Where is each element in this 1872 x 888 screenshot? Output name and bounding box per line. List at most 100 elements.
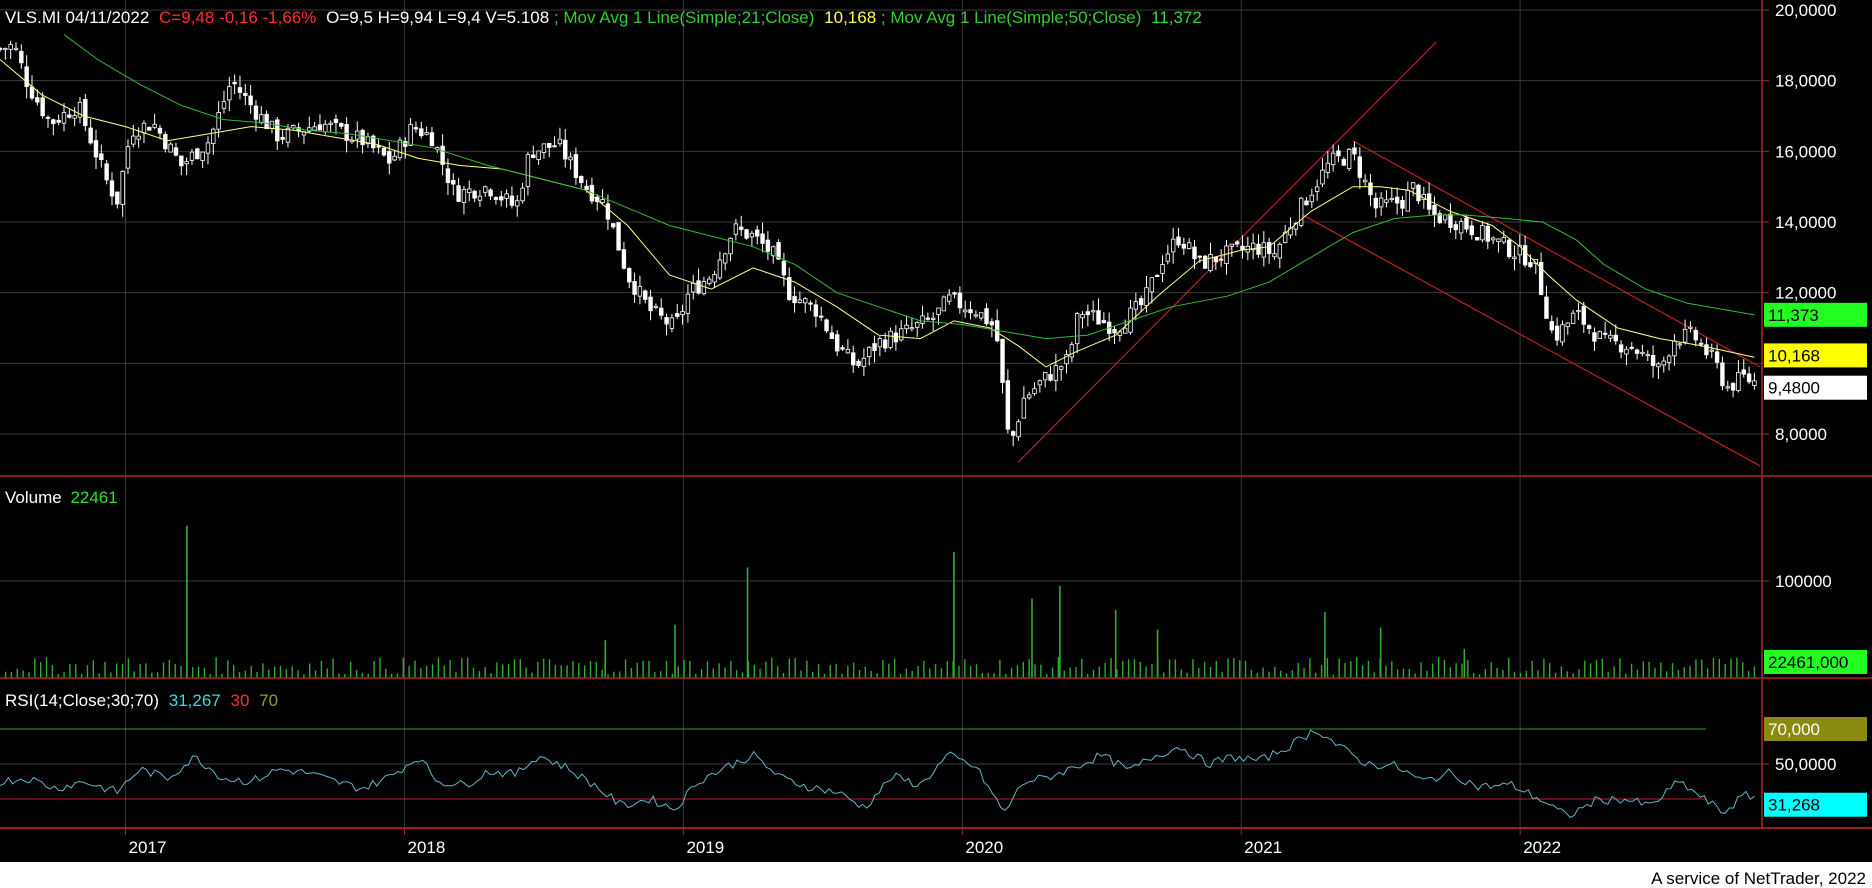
candle-body bbox=[1112, 328, 1117, 334]
candle-body bbox=[541, 143, 547, 153]
candle-body bbox=[1170, 238, 1176, 253]
candle-body bbox=[1634, 349, 1640, 354]
candle-body bbox=[936, 307, 941, 315]
candle-body bbox=[136, 135, 141, 140]
candle-body bbox=[915, 322, 920, 328]
candle-body bbox=[275, 119, 280, 142]
candle-body bbox=[147, 126, 152, 131]
rsi-tick-label: 50,0000 bbox=[1775, 755, 1836, 774]
candle-body bbox=[1069, 344, 1075, 358]
candle-body bbox=[1250, 242, 1256, 251]
candle-body bbox=[1592, 332, 1597, 342]
candle-body bbox=[493, 197, 499, 200]
candle-body bbox=[445, 168, 451, 184]
candle-body bbox=[659, 307, 664, 316]
candle-body bbox=[909, 327, 915, 330]
candle-body bbox=[856, 360, 861, 367]
candle-body bbox=[893, 332, 899, 343]
candle-body bbox=[24, 66, 29, 87]
candle-body bbox=[1048, 374, 1053, 381]
candle-body bbox=[1160, 264, 1165, 274]
candle-body bbox=[429, 132, 435, 147]
candle-body bbox=[1074, 313, 1080, 345]
candle-body bbox=[531, 154, 536, 158]
candle-body bbox=[1746, 373, 1752, 383]
candle-body bbox=[691, 282, 696, 293]
candle-body bbox=[253, 105, 259, 120]
candle-body bbox=[845, 348, 851, 354]
candle-body bbox=[739, 226, 744, 230]
rsi-legend: RSI(14;Close;30;70) 31,267 30 70 bbox=[5, 691, 278, 710]
candle-body bbox=[1512, 256, 1517, 259]
candle-body bbox=[403, 141, 408, 147]
candle-body bbox=[1501, 237, 1506, 243]
y-tick-label: 8,0000 bbox=[1775, 425, 1827, 444]
candle-body bbox=[632, 281, 637, 295]
ma50-value: 11,372 bbox=[1151, 8, 1202, 27]
candle-body bbox=[648, 296, 653, 312]
candle-body bbox=[1138, 298, 1144, 306]
volume-bars bbox=[4, 525, 1756, 678]
candle-body bbox=[1064, 354, 1069, 365]
candle-body bbox=[1432, 205, 1437, 216]
candle-body bbox=[1522, 245, 1528, 266]
change-text: C=9,48 -0,16 -1,66% bbox=[159, 8, 316, 27]
candle-body bbox=[173, 147, 179, 156]
candle-body bbox=[200, 151, 205, 161]
candle-body bbox=[339, 123, 344, 127]
candle-body bbox=[1320, 169, 1325, 185]
candle-body bbox=[232, 81, 237, 85]
candle-body bbox=[824, 319, 829, 332]
candle-body bbox=[344, 124, 349, 141]
candle-body bbox=[877, 338, 883, 348]
ma50-value-tag-bg bbox=[1764, 302, 1867, 327]
candle-body bbox=[109, 180, 115, 197]
candle-body bbox=[1202, 255, 1208, 269]
candle-body bbox=[1672, 340, 1677, 357]
rsi-label: RSI(14;Close;30;70) bbox=[5, 691, 159, 710]
volume-value-tag-bg bbox=[1764, 650, 1867, 674]
candle-body bbox=[1400, 199, 1405, 209]
candle-body bbox=[477, 195, 483, 201]
candle-body bbox=[1218, 258, 1224, 261]
candle-body bbox=[707, 278, 712, 284]
candle-body bbox=[1229, 243, 1235, 247]
candle-body bbox=[819, 315, 824, 318]
candle-body bbox=[962, 309, 968, 313]
candle-body bbox=[56, 119, 61, 123]
candle-body bbox=[579, 176, 584, 183]
candle-body bbox=[1720, 362, 1725, 387]
trendline bbox=[1302, 214, 1761, 467]
candle-body bbox=[184, 161, 189, 165]
candle-body bbox=[1133, 301, 1139, 310]
ma21-value: 10,168 bbox=[824, 8, 876, 27]
candle-body bbox=[563, 139, 568, 160]
candle-body bbox=[19, 50, 24, 64]
moving-averages bbox=[0, 34, 1755, 368]
candle-body bbox=[1288, 227, 1293, 236]
candle-body bbox=[115, 191, 120, 205]
candle-body bbox=[1389, 197, 1395, 200]
x-tick-label: 2017 bbox=[129, 838, 167, 857]
candle-body bbox=[237, 87, 243, 93]
candle-body bbox=[1277, 243, 1283, 259]
candle-body bbox=[1144, 287, 1149, 306]
rsi-70-tag: 70,000 bbox=[1768, 720, 1820, 739]
candle-body bbox=[451, 180, 456, 185]
candle-body bbox=[1085, 311, 1091, 316]
candle-body bbox=[1058, 366, 1064, 370]
candle-body bbox=[1309, 194, 1315, 203]
candle-body bbox=[1181, 243, 1187, 249]
candle-body bbox=[1261, 242, 1267, 258]
candle-body bbox=[488, 189, 493, 197]
candle-body bbox=[797, 299, 803, 303]
candle-body bbox=[1544, 296, 1549, 319]
candle-body bbox=[387, 150, 392, 164]
symbol-date: VLS.MI 04/11/2022 bbox=[5, 8, 149, 27]
candle-body bbox=[1282, 231, 1288, 243]
candle-body bbox=[1325, 162, 1331, 173]
candle-body bbox=[1080, 314, 1085, 319]
footer-band bbox=[0, 862, 1872, 888]
candle-body bbox=[1688, 326, 1693, 329]
